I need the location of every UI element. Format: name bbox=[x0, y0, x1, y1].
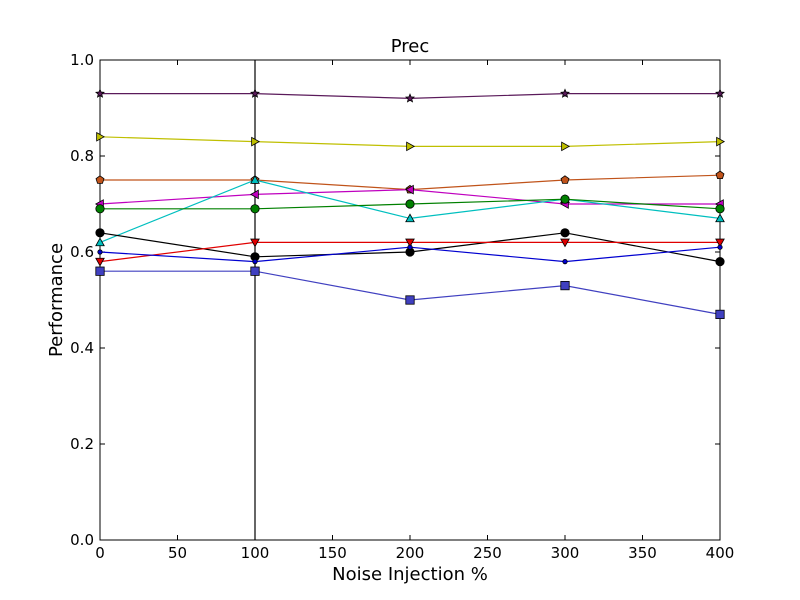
y-tick-label: 0.6 bbox=[70, 243, 94, 261]
data-point bbox=[560, 238, 570, 248]
x-tick-label: 150 bbox=[318, 544, 347, 562]
data-point bbox=[97, 249, 103, 255]
data-point bbox=[715, 256, 725, 267]
data-point bbox=[96, 131, 106, 142]
data-point bbox=[404, 184, 414, 195]
data-point bbox=[249, 189, 259, 200]
data-point bbox=[715, 204, 725, 214]
data-point bbox=[715, 309, 725, 320]
x-tick-label: 250 bbox=[473, 544, 502, 562]
data-point bbox=[715, 170, 725, 179]
data-point bbox=[250, 204, 260, 214]
data-point bbox=[560, 175, 570, 184]
data-point bbox=[250, 174, 260, 184]
plot-area: 0 50 100 150 200 250 300 350 400 0.0 0.2 0.4 0.6 0.8 1… bbox=[70, 51, 734, 562]
x-tick-label: 350 bbox=[628, 544, 657, 562]
data-point bbox=[715, 238, 725, 248]
data-point bbox=[250, 88, 260, 98]
data-point bbox=[251, 136, 261, 147]
series-9 bbox=[97, 244, 723, 265]
data-point bbox=[717, 244, 723, 250]
data-point bbox=[405, 295, 415, 305]
data-point bbox=[252, 258, 258, 265]
y-tick-label: 0.8 bbox=[70, 147, 94, 165]
data-point bbox=[250, 238, 260, 248]
data-point bbox=[560, 194, 570, 204]
data-point bbox=[405, 213, 415, 223]
data-point bbox=[562, 258, 568, 265]
data-point bbox=[560, 280, 570, 291]
data-point bbox=[407, 244, 413, 250]
x-axis-label: Noise Injection % bbox=[332, 564, 488, 585]
data-point bbox=[405, 238, 415, 248]
series-2 bbox=[96, 131, 726, 152]
y-tick-label: 0.2 bbox=[70, 435, 94, 453]
data-point bbox=[405, 199, 415, 209]
x-tick-label: 0 bbox=[95, 544, 105, 562]
series-10 bbox=[95, 266, 725, 320]
data-point bbox=[715, 88, 725, 98]
data-point bbox=[95, 257, 105, 267]
data-point bbox=[95, 175, 105, 184]
y-tick-label: 1.0 bbox=[70, 51, 94, 69]
data-point bbox=[95, 228, 105, 238]
data-point bbox=[560, 88, 570, 98]
data-point bbox=[560, 228, 570, 238]
y-axis-label: Performance bbox=[46, 243, 67, 357]
data-point bbox=[95, 204, 105, 214]
x-tick-label: 300 bbox=[551, 544, 580, 562]
data-point bbox=[406, 141, 416, 152]
x-tick-label: 50 bbox=[168, 544, 187, 562]
x-tick-label: 100 bbox=[241, 544, 270, 562]
data-point bbox=[561, 141, 571, 152]
series-6 bbox=[95, 194, 725, 214]
series-1 bbox=[95, 88, 725, 103]
data-point bbox=[715, 213, 725, 223]
data-point bbox=[405, 93, 415, 103]
data-point bbox=[95, 237, 105, 247]
data-point bbox=[95, 266, 105, 276]
data-point bbox=[250, 266, 260, 276]
x-tick-label: 200 bbox=[396, 544, 425, 562]
y-tick-label: 0.4 bbox=[70, 339, 94, 357]
x-tick-label: 400 bbox=[706, 544, 735, 562]
y-tick-label: 0.0 bbox=[70, 531, 94, 549]
chart-title: Prec bbox=[391, 36, 430, 57]
data-point bbox=[95, 88, 105, 98]
series-8 bbox=[95, 238, 725, 267]
data-point bbox=[716, 136, 726, 147]
